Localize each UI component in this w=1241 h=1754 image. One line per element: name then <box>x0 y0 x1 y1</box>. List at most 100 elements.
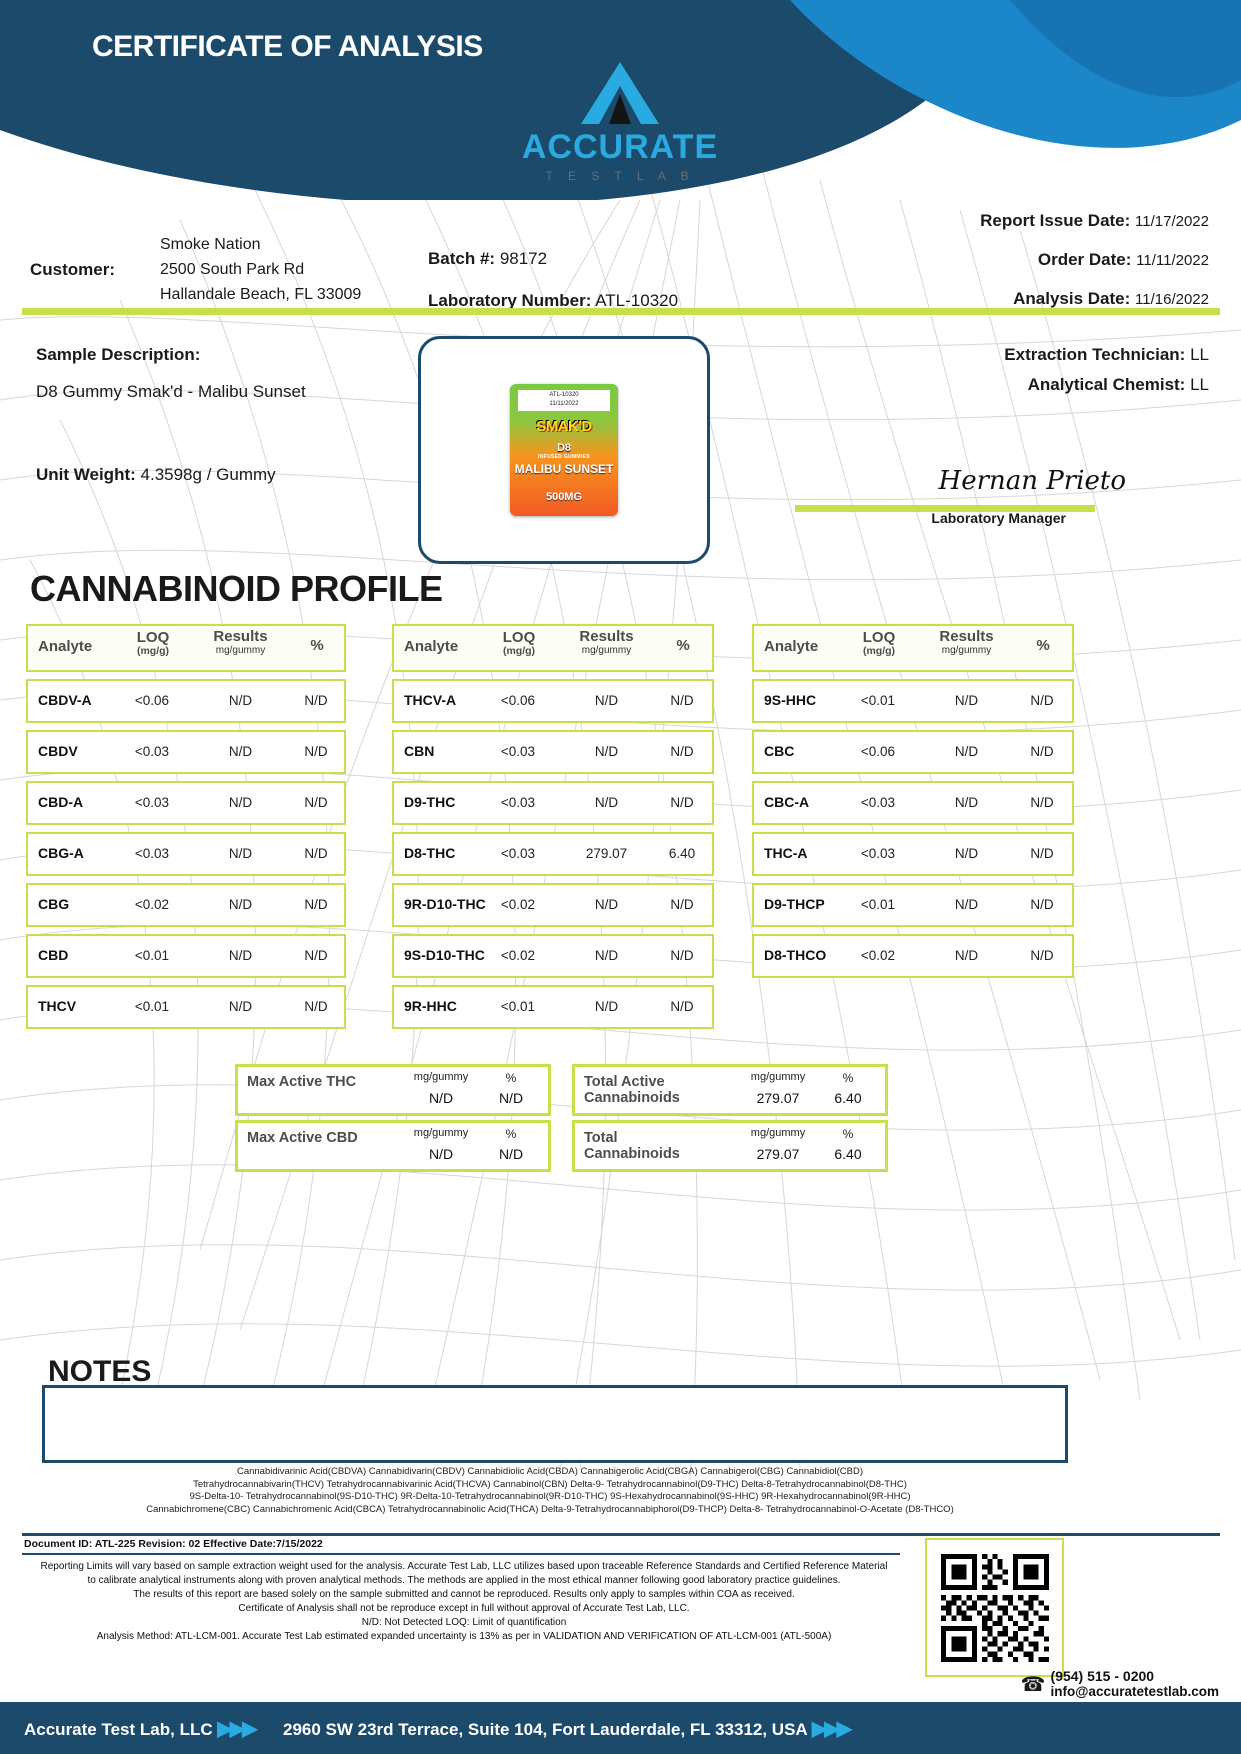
summary-unit-pct: % <box>842 1071 854 1085</box>
staff-block: Extraction Technician: LL Analytical Che… <box>1004 340 1209 400</box>
cell-analyte: 9S-HHC <box>764 692 817 708</box>
cell-loq: <0.03 <box>500 795 536 810</box>
notes-textarea[interactable] <box>42 1385 1068 1463</box>
summary-label: Max Active CBD <box>247 1130 358 1146</box>
cell-analyte: D9-THCP <box>764 896 825 912</box>
disclaimer-line-6: Analysis Method: ATL-LCM-001. Accurate T… <box>96 1631 832 1642</box>
header-results: Results mg/gummy <box>939 628 994 656</box>
accurate-logo: ACCURATE T E S T L A B <box>470 60 770 190</box>
cell-percent: N/D <box>304 693 328 708</box>
unit-weight-value: 4.3598g / Gummy <box>140 465 276 484</box>
table-row: D8-THC <0.03 279.07 6.40 <box>392 832 714 876</box>
cell-result: N/D <box>594 744 619 759</box>
page-title: CERTIFICATE OF ANALYSIS <box>92 30 483 63</box>
cell-percent: N/D <box>670 999 694 1014</box>
cell-loq: <0.06 <box>134 693 170 708</box>
sample-description-label: Sample Description: <box>36 345 201 364</box>
cell-result: N/D <box>228 897 253 912</box>
cell-percent: N/D <box>1030 693 1054 708</box>
extraction-technician-label: Extraction Technician: <box>1004 345 1186 364</box>
cell-loq: <0.06 <box>500 693 536 708</box>
signature: Hernan Prieto <box>938 466 1126 496</box>
divider-green-top <box>22 308 1220 315</box>
legend-line-3: 9S-Delta-10- Tetrahydrocannabinol(9S-D10… <box>189 1491 911 1502</box>
cell-result: N/D <box>594 897 619 912</box>
summary-value-pct: N/D <box>498 1146 524 1162</box>
cell-loq: <0.03 <box>860 795 896 810</box>
cell-analyte: THC-A <box>764 845 808 861</box>
table-row: D8-THCO <0.02 N/D N/D <box>752 934 1074 978</box>
cell-percent: N/D <box>304 744 328 759</box>
divider-blue <box>22 1533 1220 1536</box>
cell-loq: <0.03 <box>134 846 170 861</box>
contact-phone[interactable]: (954) 515 - 0200 <box>1050 1668 1155 1684</box>
cell-result: N/D <box>594 795 619 810</box>
footer-address: 2960 SW 23rd Terrace, Suite 104, Fort La… <box>283 1716 852 1741</box>
cell-analyte: CBG-A <box>38 845 84 861</box>
header-percent: % <box>676 637 690 654</box>
package-subtype: INFUSED GUMMIES <box>538 454 590 460</box>
cell-percent: N/D <box>1030 948 1054 963</box>
summary-unit-mg: mg/gummy <box>750 1071 806 1083</box>
table-header-row: Analyte LOQ (mg/g) Results mg/gummy% <box>752 624 1074 672</box>
summary-box-total-cannabinoids: Total Cannabinoids mg/gummy% 279.07 6.40 <box>572 1120 888 1172</box>
analytical-chemist-label: Analytical Chemist: <box>1027 375 1186 394</box>
cell-result: N/D <box>954 948 979 963</box>
summary-value-pct: 6.40 <box>834 1090 862 1106</box>
cell-result: N/D <box>954 693 979 708</box>
table-row: THCV-A <0.06 N/D N/D <box>392 679 714 723</box>
package-type: D8 <box>556 442 572 454</box>
cell-result: N/D <box>228 744 253 759</box>
cell-result: N/D <box>954 744 979 759</box>
cell-result: N/D <box>228 846 253 861</box>
summary-value-pct: N/D <box>498 1090 524 1106</box>
table-row: D9-THC <0.03 N/D N/D <box>392 781 714 825</box>
header-analyte: Analyte <box>38 638 93 655</box>
contact-email[interactable]: info@accuratetestlab.com <box>1050 1684 1219 1699</box>
cell-loq: <0.03 <box>500 846 536 861</box>
cell-loq: <0.01 <box>860 693 896 708</box>
package-strength: 500MG <box>545 491 583 503</box>
cell-analyte: CBN <box>404 743 435 759</box>
cell-loq: <0.02 <box>500 948 536 963</box>
header-analyte: Analyte <box>404 638 459 655</box>
cell-analyte: D8-THCO <box>764 947 827 963</box>
table-row: CBC-A <0.03 N/D N/D <box>752 781 1074 825</box>
disclaimer-line-1: Reporting Limits will vary based on samp… <box>40 1561 888 1572</box>
cell-percent: N/D <box>670 693 694 708</box>
disclaimer-line-3: The results of this report are based sol… <box>133 1589 795 1600</box>
footer-address-text: 2960 SW 23rd Terrace, Suite 104, Fort La… <box>283 1720 808 1739</box>
cell-analyte: CBC <box>764 743 795 759</box>
cannabinoid-table-column-1: Analyte LOQ (mg/g) Results mg/gummy% CBDV-A <0… <box>26 624 346 1036</box>
phone-icon: ☎ <box>1020 1674 1046 1696</box>
batch-value: 98172 <box>499 249 548 268</box>
package-brand: SMAK'D <box>536 418 592 435</box>
summary-value-mg: 279.07 <box>756 1090 800 1106</box>
order-date-value: 11/11/2022 <box>1136 252 1209 269</box>
logo-tagline: T E S T L A B <box>545 169 695 183</box>
analysis-date-value: 11/16/2022 <box>1135 291 1209 308</box>
header-loq: LOQ (mg/g) <box>502 629 536 657</box>
cell-loq: <0.06 <box>860 744 896 759</box>
table-header-row: Analyte LOQ (mg/g) Results mg/gummy% <box>26 624 346 672</box>
package-code-line2: 11/11/2022 <box>549 401 579 407</box>
cell-percent: N/D <box>670 795 694 810</box>
table-row: D9-THCP <0.01 N/D N/D <box>752 883 1074 927</box>
cell-result: N/D <box>228 999 253 1014</box>
qr-code[interactable] <box>925 1538 1064 1677</box>
cell-analyte: 9R-D10-THC <box>404 896 486 912</box>
disclaimer-line-5: N/D: Not Detected LOQ: Limit of quantifi… <box>361 1617 567 1628</box>
extraction-technician-value: LL <box>1190 345 1209 364</box>
summary-box-max-active-thc: Max Active THC mg/gummy% N/D N/D <box>235 1064 551 1116</box>
cell-analyte: 9R-HHC <box>404 998 457 1014</box>
summary-value-mg: N/D <box>428 1146 454 1162</box>
cell-percent: N/D <box>304 846 328 861</box>
summary-unit-pct: % <box>505 1071 517 1085</box>
table-row: THCV <0.01 N/D N/D <box>26 985 346 1029</box>
cell-result: N/D <box>954 897 979 912</box>
unit-weight-row: Unit Weight: 4.3598g / Gummy <box>36 465 276 485</box>
report-issue-date-label: Report Issue Date: <box>980 211 1131 230</box>
unit-weight-label: Unit Weight: <box>36 465 136 484</box>
table-row: CBN <0.03 N/D N/D <box>392 730 714 774</box>
table-row: CBD <0.01 N/D N/D <box>26 934 346 978</box>
